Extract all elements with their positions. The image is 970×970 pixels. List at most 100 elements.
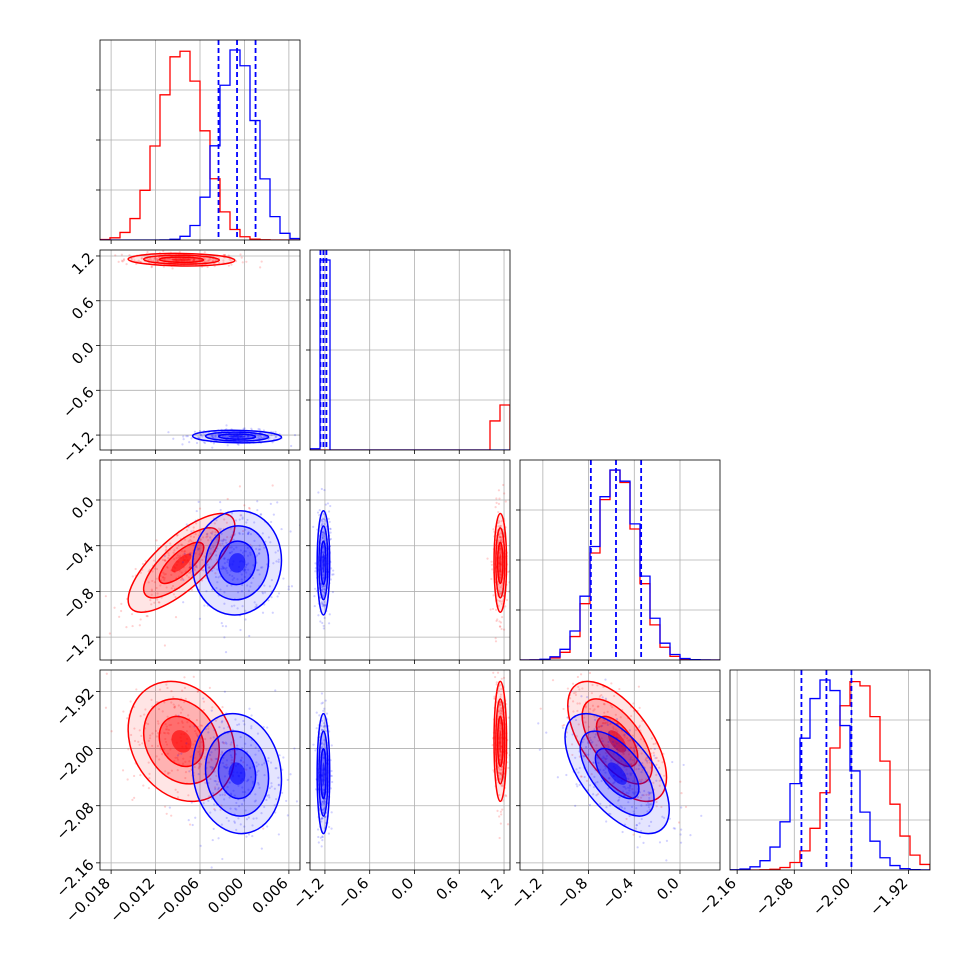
- sample-point: [498, 497, 501, 500]
- sample-point: [495, 681, 498, 684]
- sample-point: [145, 614, 148, 618]
- sample-point: [171, 584, 175, 588]
- sample-point: [499, 548, 502, 552]
- sample-point: [604, 751, 607, 755]
- sample-point: [603, 703, 606, 706]
- sample-point: [192, 743, 195, 746]
- sample-point: [628, 729, 631, 732]
- sample-point: [590, 773, 593, 776]
- sample-point: [193, 258, 196, 262]
- sample-point: [499, 772, 502, 776]
- sample-point: [631, 758, 634, 762]
- sample-point: [198, 753, 201, 756]
- sample-point: [594, 718, 597, 721]
- sample-point: [125, 666, 127, 668]
- sample-point: [131, 575, 134, 578]
- sample-point: [235, 801, 238, 805]
- sample-point: [224, 650, 228, 654]
- sample-point: [320, 817, 323, 820]
- sample-point: [183, 538, 187, 541]
- sample-point: [272, 513, 275, 516]
- sample-point: [195, 522, 198, 525]
- sample-point: [323, 724, 326, 728]
- sample-point: [621, 790, 625, 793]
- sample-point: [247, 532, 250, 536]
- sample-point: [598, 753, 601, 756]
- sample-point: [205, 533, 209, 536]
- sample-point: [190, 747, 193, 750]
- sample-point: [210, 759, 213, 762]
- sample-point: [253, 521, 256, 524]
- sample-point: [244, 565, 247, 569]
- density-fill: [499, 730, 502, 753]
- sample-point: [592, 786, 596, 789]
- sample-point: [240, 256, 243, 259]
- sample-point: [498, 836, 501, 840]
- sample-point: [249, 585, 252, 588]
- sample-point: [164, 559, 167, 562]
- sample-point: [500, 532, 503, 535]
- sample-point: [156, 260, 159, 263]
- sample-point: [647, 793, 650, 796]
- sample-point: [598, 725, 601, 729]
- sample-point: [620, 806, 624, 809]
- sample-point: [634, 728, 638, 732]
- sample-point: [574, 718, 578, 722]
- sample-point: [499, 701, 502, 704]
- contour-red: [158, 256, 205, 264]
- sample-point: [236, 744, 239, 747]
- sample-point: [324, 604, 327, 607]
- sample-point: [230, 550, 234, 553]
- sample-point: [316, 511, 320, 514]
- sample-point: [155, 258, 158, 261]
- sample-point: [500, 709, 503, 713]
- sample-point: [646, 801, 650, 804]
- sample-point: [263, 584, 266, 587]
- sample-point: [259, 548, 262, 551]
- sample-point: [221, 567, 225, 570]
- sample-point: [177, 714, 180, 717]
- sample-point: [255, 765, 258, 768]
- sample-point: [597, 739, 600, 742]
- sample-point: [226, 444, 229, 447]
- sample-point: [596, 781, 599, 784]
- sample-point: [166, 565, 169, 569]
- sample-point: [313, 595, 316, 598]
- x-tick-label: 0.000: [204, 874, 247, 917]
- sample-point: [266, 726, 269, 729]
- sample-point: [312, 743, 315, 746]
- sample-point: [642, 794, 645, 797]
- sample-point: [596, 793, 600, 796]
- sample-point: [565, 773, 568, 777]
- sample-point: [155, 259, 159, 263]
- sample-point: [596, 756, 599, 759]
- sample-point: [220, 622, 223, 625]
- density-fill: [322, 553, 325, 573]
- sample-point: [287, 588, 290, 591]
- sample-point: [258, 544, 261, 547]
- x-tick-label: 1.2: [477, 874, 507, 904]
- sample-point: [323, 522, 326, 526]
- sample-point: [321, 518, 324, 522]
- sample-point: [203, 251, 206, 254]
- sample-point: [602, 722, 605, 725]
- sample-point: [263, 805, 266, 809]
- sample-point: [321, 602, 324, 605]
- sample-point: [630, 762, 633, 766]
- sample-point: [275, 435, 278, 438]
- sample-point: [607, 665, 609, 667]
- sample-point: [318, 509, 321, 512]
- sample-point: [221, 752, 224, 755]
- sample-point: [640, 770, 643, 774]
- sample-point: [167, 552, 170, 555]
- sample-point: [221, 857, 224, 861]
- sample-point: [655, 779, 658, 782]
- sample-point: [671, 760, 674, 764]
- sample-point: [163, 559, 166, 562]
- sample-point: [576, 709, 579, 713]
- sample-point: [250, 581, 253, 584]
- x-tick-label: 0.0: [653, 874, 683, 904]
- sample-point: [268, 787, 271, 790]
- sample-point: [165, 545, 168, 549]
- sample-point: [189, 570, 193, 573]
